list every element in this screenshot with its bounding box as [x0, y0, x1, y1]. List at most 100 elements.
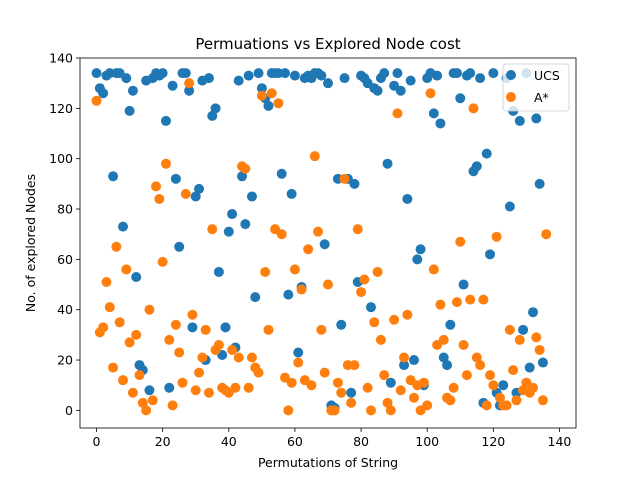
point-ucs-135 — [537, 357, 548, 368]
point-ucs-10 — [124, 105, 135, 116]
point-ucs-111 — [458, 279, 469, 290]
point-astar-4 — [104, 302, 115, 313]
point-astar-113 — [465, 294, 476, 305]
point-ucs-8 — [117, 221, 128, 232]
point-astar-96 — [408, 392, 419, 403]
point-astar-88 — [382, 397, 393, 408]
point-ucs-49 — [253, 68, 264, 79]
point-ucs-97 — [412, 254, 423, 265]
point-ucs-96 — [408, 355, 419, 366]
point-ucs-102 — [428, 108, 439, 119]
point-ucs-12 — [131, 271, 142, 282]
point-astar-127 — [511, 395, 522, 406]
point-astar-66 — [309, 151, 320, 162]
point-ucs-59 — [286, 188, 297, 199]
point-astar-3 — [101, 277, 112, 288]
point-astar-62 — [296, 284, 307, 295]
point-astar-75 — [339, 173, 350, 184]
point-astar-133 — [531, 332, 542, 343]
point-astar-32 — [197, 352, 208, 363]
point-ucs-31 — [194, 183, 205, 194]
point-astar-13 — [134, 370, 145, 381]
point-ucs-37 — [213, 266, 224, 277]
point-astar-122 — [494, 392, 505, 403]
point-astar-51 — [260, 266, 271, 277]
point-astar-108 — [448, 382, 459, 393]
point-ucs-44 — [237, 171, 248, 182]
point-ucs-104 — [435, 118, 446, 129]
x-tick-label-20: 20 — [155, 434, 171, 449]
point-astar-41 — [227, 344, 238, 355]
point-astar-70 — [323, 279, 333, 290]
point-ucs-60 — [289, 70, 300, 81]
point-astar-128 — [514, 334, 525, 345]
y-tick-label-40: 40 — [57, 302, 73, 317]
point-ucs-87 — [379, 68, 390, 79]
point-ucs-94 — [402, 193, 413, 204]
point-astar-87 — [379, 370, 390, 381]
point-astar-79 — [352, 224, 363, 235]
point-astar-27 — [180, 188, 191, 199]
y-tick-label-0: 0 — [65, 403, 73, 418]
point-ucs-20 — [157, 68, 168, 79]
point-ucs-22 — [164, 382, 175, 393]
y-axis-label: No. of explored Nodes — [23, 174, 38, 312]
point-astar-8 — [117, 375, 128, 386]
point-ucs-40 — [223, 226, 234, 237]
plot-frame — [79, 57, 577, 429]
point-ucs-34 — [203, 73, 214, 84]
point-astar-52 — [263, 324, 274, 335]
point-astar-31 — [194, 367, 205, 378]
point-ucs-48 — [250, 292, 261, 303]
point-ucs-110 — [455, 93, 466, 104]
point-ucs-106 — [442, 360, 453, 371]
point-astar-80 — [356, 287, 367, 298]
point-ucs-68 — [316, 70, 327, 81]
point-ucs-2 — [98, 88, 109, 99]
point-astar-110 — [455, 236, 466, 247]
point-astar-61 — [293, 357, 304, 368]
data-points — [91, 68, 552, 416]
point-astar-30 — [190, 385, 201, 396]
point-astar-119 — [485, 370, 496, 381]
y-tick-label-120: 120 — [49, 101, 73, 116]
point-astar-136 — [541, 229, 552, 240]
point-astar-33 — [200, 324, 211, 335]
point-ucs-69 — [319, 239, 330, 250]
point-ucs-119 — [485, 249, 496, 260]
point-ucs-109 — [451, 68, 462, 79]
point-astar-35 — [207, 224, 218, 235]
point-astar-59 — [286, 377, 297, 388]
point-ucs-77 — [346, 387, 357, 398]
point-astar-69 — [319, 367, 330, 378]
point-astar-50 — [256, 90, 267, 101]
point-astar-68 — [316, 324, 327, 335]
point-astar-77 — [346, 397, 357, 408]
point-ucs-95 — [405, 75, 416, 86]
point-astar-132 — [528, 382, 539, 393]
point-astar-89 — [385, 405, 396, 416]
point-astar-34 — [203, 387, 214, 398]
y-tick-label-60: 60 — [57, 252, 73, 267]
point-ucs-133 — [531, 113, 542, 124]
point-astar-6 — [111, 241, 122, 252]
legend-box — [502, 63, 570, 112]
point-ucs-58 — [283, 289, 294, 300]
point-astar-28 — [184, 78, 195, 89]
point-astar-20 — [157, 256, 168, 267]
point-astar-22 — [164, 334, 175, 345]
legend: UCS A* — [502, 63, 570, 112]
point-astar-83 — [365, 405, 376, 416]
point-ucs-57 — [280, 68, 291, 79]
point-astar-19 — [154, 193, 165, 204]
legend-marker-ucs — [506, 70, 516, 80]
point-astar-107 — [445, 395, 456, 406]
y-tick-label-140: 140 — [49, 51, 73, 66]
point-ucs-52 — [263, 100, 274, 111]
point-ucs-116 — [475, 73, 486, 84]
point-astar-115 — [471, 352, 482, 363]
point-ucs-118 — [481, 148, 492, 159]
point-ucs-36 — [210, 103, 221, 114]
y-tick-label-20: 20 — [57, 353, 73, 368]
legend-label-ucs: UCS — [534, 68, 560, 83]
